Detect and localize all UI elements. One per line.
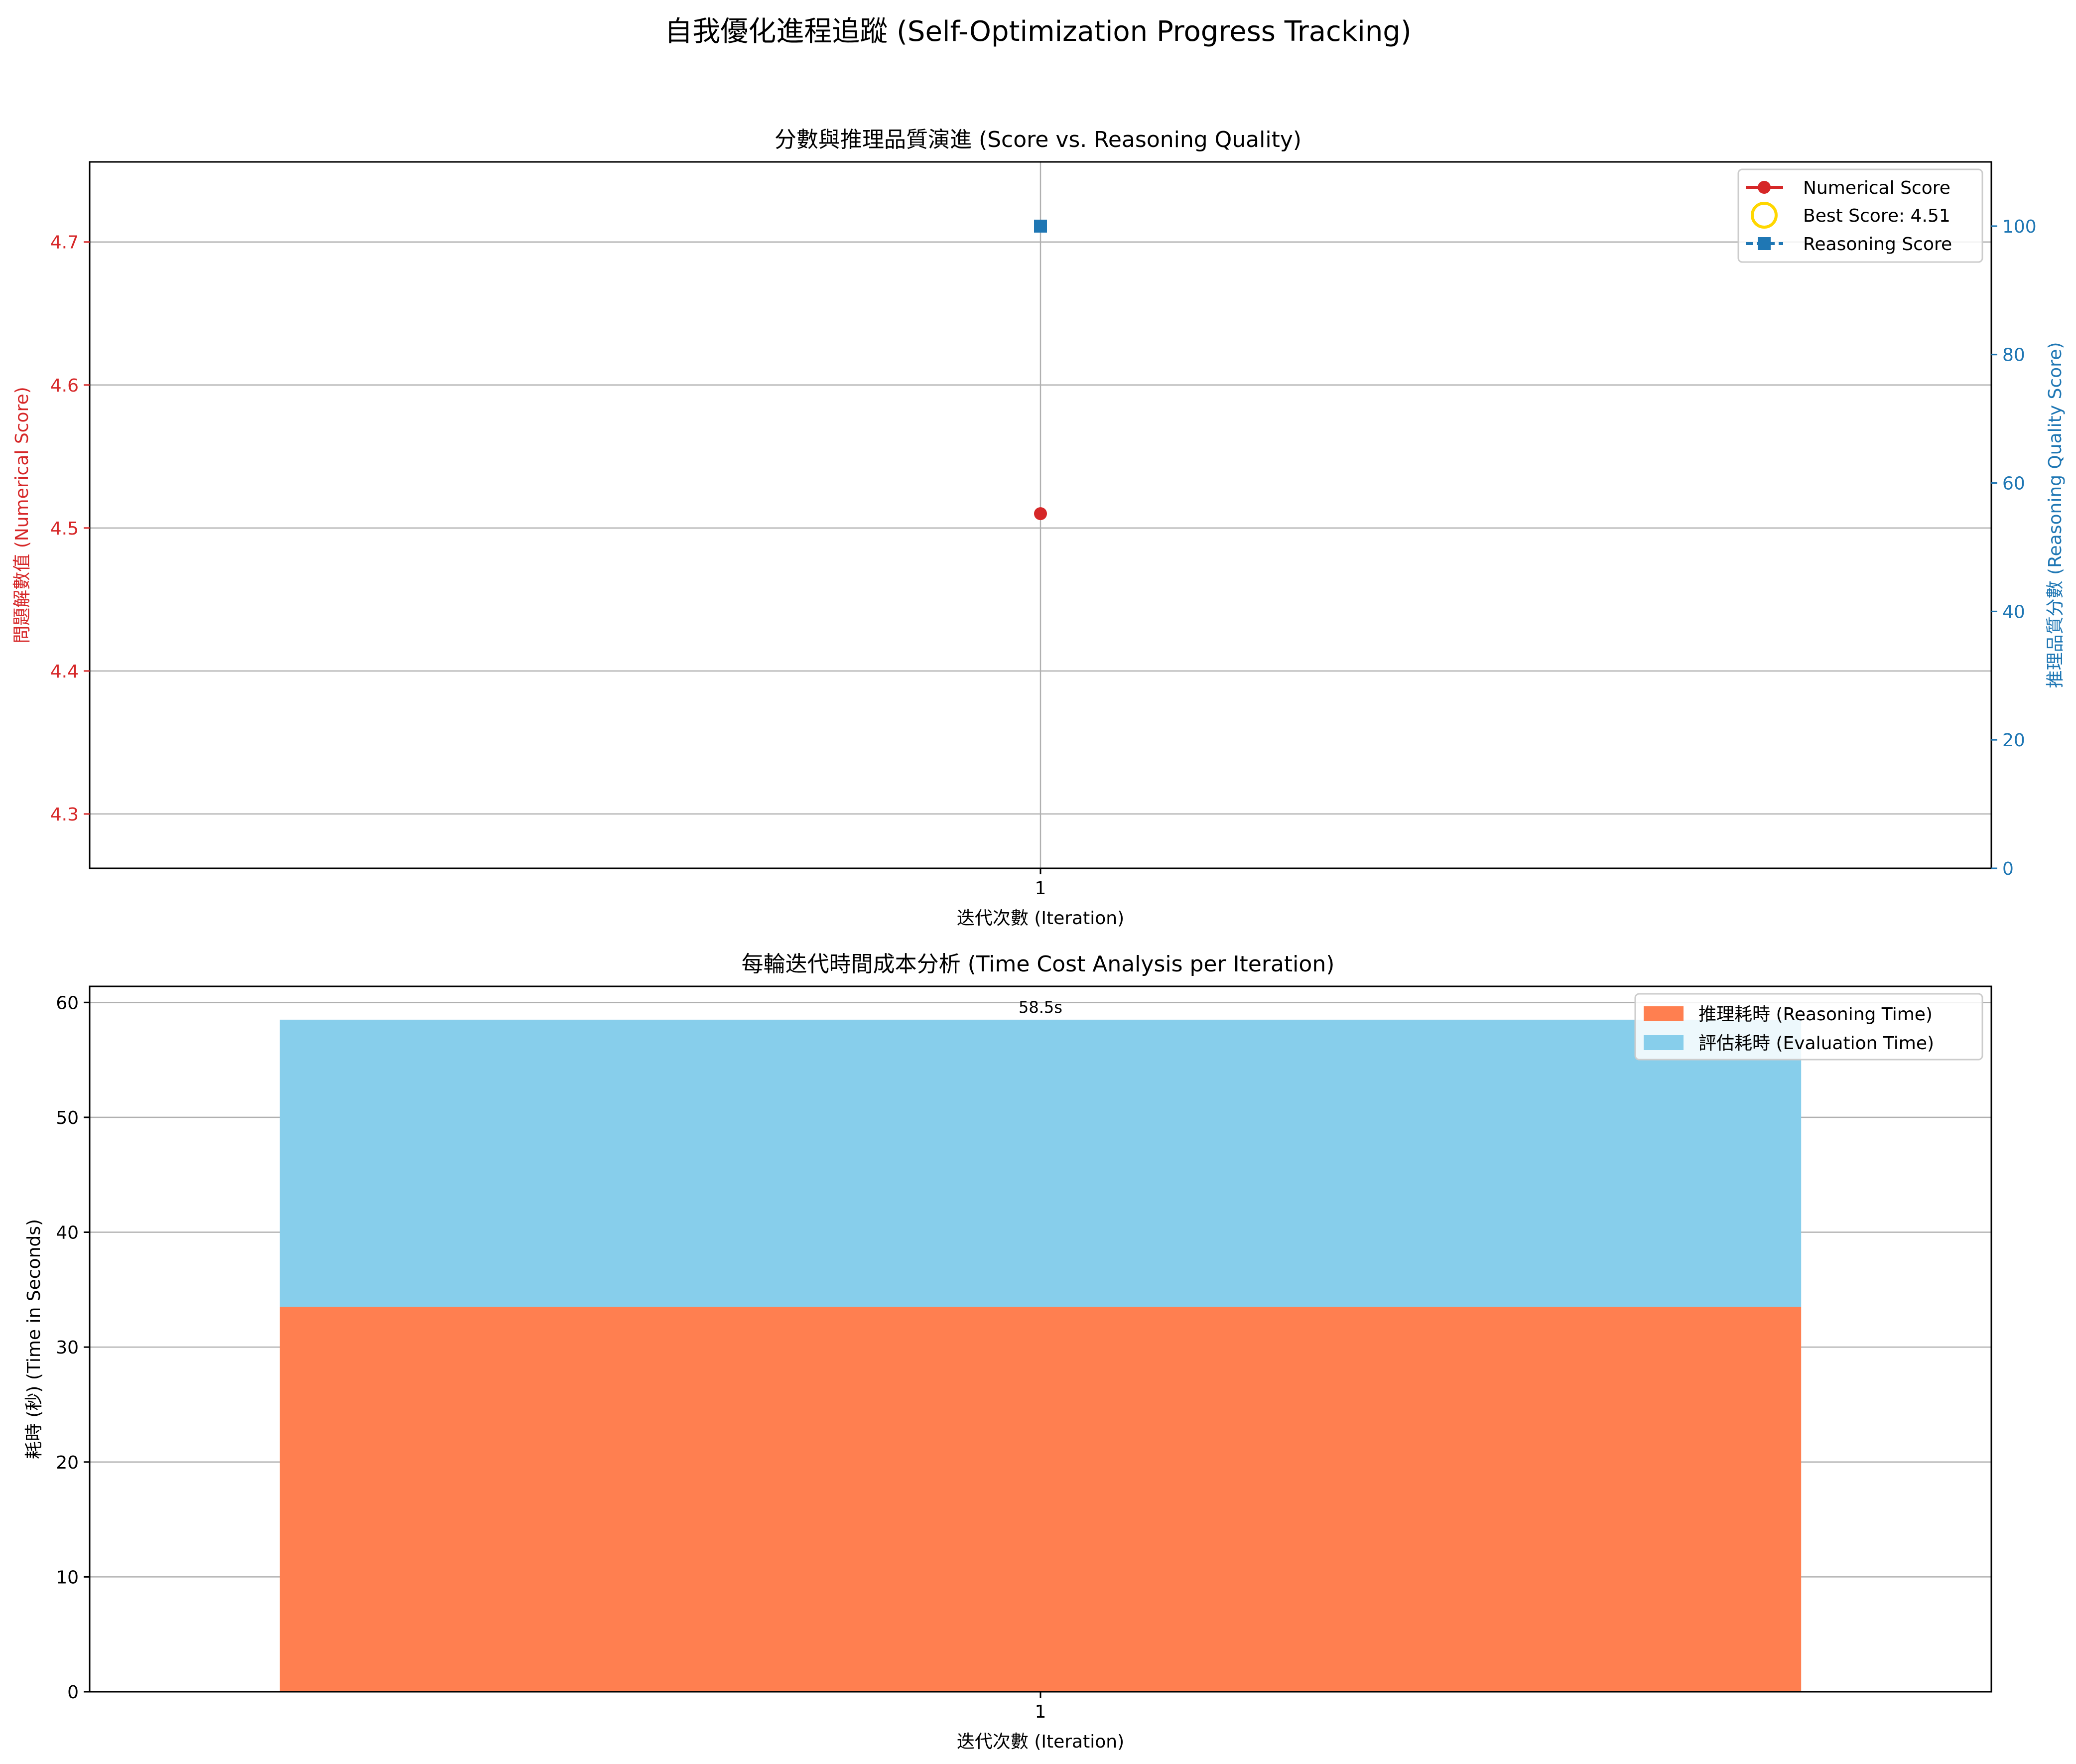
y-tick-label: 20 [56,1453,79,1473]
score-chart-xlabel: 迭代次數 (Iteration) [957,908,1124,929]
y-tick-label-right: 80 [2002,345,2025,366]
score-chart-title: 分數與推理品質演進 (Score vs. Reasoning Quality) [775,127,1301,152]
score-chart-ylabel-left: 問題解數值 (Numerical Score) [12,387,32,643]
y-tick-label-left: 4.5 [50,519,79,539]
score-chart-x-axis: 1 [1035,868,1046,899]
y-tick-label-right: 40 [2002,602,2025,622]
time-chart-x-axis: 1 [1035,1692,1046,1722]
numerical-score-point [1034,507,1047,521]
time-chart: 每輪迭代時間成本分析 (Time Cost Analysis per Itera… [24,951,1992,1752]
x-tick-label: 1 [1035,1702,1046,1722]
legend-evaluation-time-label: 評估耗時 (Evaluation Time) [1698,1033,1934,1054]
score-chart-right-axis: 0 20 40 60 80 100 [1991,217,2037,879]
time-chart-bars: 58.5s [279,998,1802,1692]
y-tick-label: 60 [56,993,79,1013]
y-tick-label-right: 100 [2002,217,2037,237]
x-tick-label: 1 [1035,878,1046,899]
y-tick-label: 50 [56,1108,79,1128]
score-chart-legend: Numerical Score Best Score: 4.51 Reasoni… [1737,168,1983,263]
y-tick-label-right: 60 [2002,474,2025,494]
y-tick-label-right: 20 [2002,730,2025,751]
legend-frame [1737,168,1983,263]
y-tick-label-right: 0 [2002,859,2014,879]
y-tick-label: 40 [56,1223,79,1243]
y-tick-label: 30 [56,1338,79,1358]
legend-reasoning-time-label: 推理耗時 (Reasoning Time) [1698,1004,1933,1025]
legend-frame [1634,993,1983,1061]
legend-reasoning-label: Reasoning Score [1803,234,1952,255]
y-tick-label-left: 4.3 [50,805,79,825]
score-chart-ylabel-right: 推理品質分數 (Reasoning Quality Score) [2045,342,2066,688]
time-chart-ylabel: 耗時 (秒) (Time in Seconds) [24,1219,44,1459]
score-chart-marks [1034,219,1047,521]
score-chart: 分數與推理品質演進 (Score vs. Reasoning Quality) … [12,127,2066,929]
y-tick-label-left: 4.6 [50,376,79,396]
score-chart-left-axis: 4.3 4.4 4.5 4.6 4.7 [50,233,90,825]
time-chart-title: 每輪迭代時間成本分析 (Time Cost Analysis per Itera… [742,951,1335,977]
y-tick-label: 10 [56,1567,79,1588]
evaluation-time-bar [279,1019,1802,1307]
time-chart-legend: 推理耗時 (Reasoning Time) 評估耗時 (Evaluation T… [1634,993,1983,1061]
legend-best-marker [1751,202,1778,229]
reasoning-score-point [1034,219,1047,233]
y-tick-label: 0 [67,1682,79,1703]
y-tick-label-left: 4.7 [50,233,79,253]
bar-total-label: 58.5s [1019,998,1062,1017]
legend-numerical-marker [1758,181,1771,194]
figure-title: 自我優化進程追蹤 (Self-Optimization Progress Tra… [664,15,1411,48]
time-chart-y-axis: 0 10 20 30 40 50 60 [56,993,90,1703]
legend-evaluation-time-swatch [1644,1035,1684,1050]
legend-reasoning-marker [1758,237,1771,250]
y-tick-label-left: 4.4 [50,662,79,682]
legend-best-label: Best Score: 4.51 [1803,206,1950,226]
legend-numerical-label: Numerical Score [1803,178,1950,198]
reasoning-time-bar [279,1307,1802,1692]
time-chart-xlabel: 迭代次數 (Iteration) [957,1732,1124,1752]
legend-reasoning-time-swatch [1644,1006,1684,1021]
